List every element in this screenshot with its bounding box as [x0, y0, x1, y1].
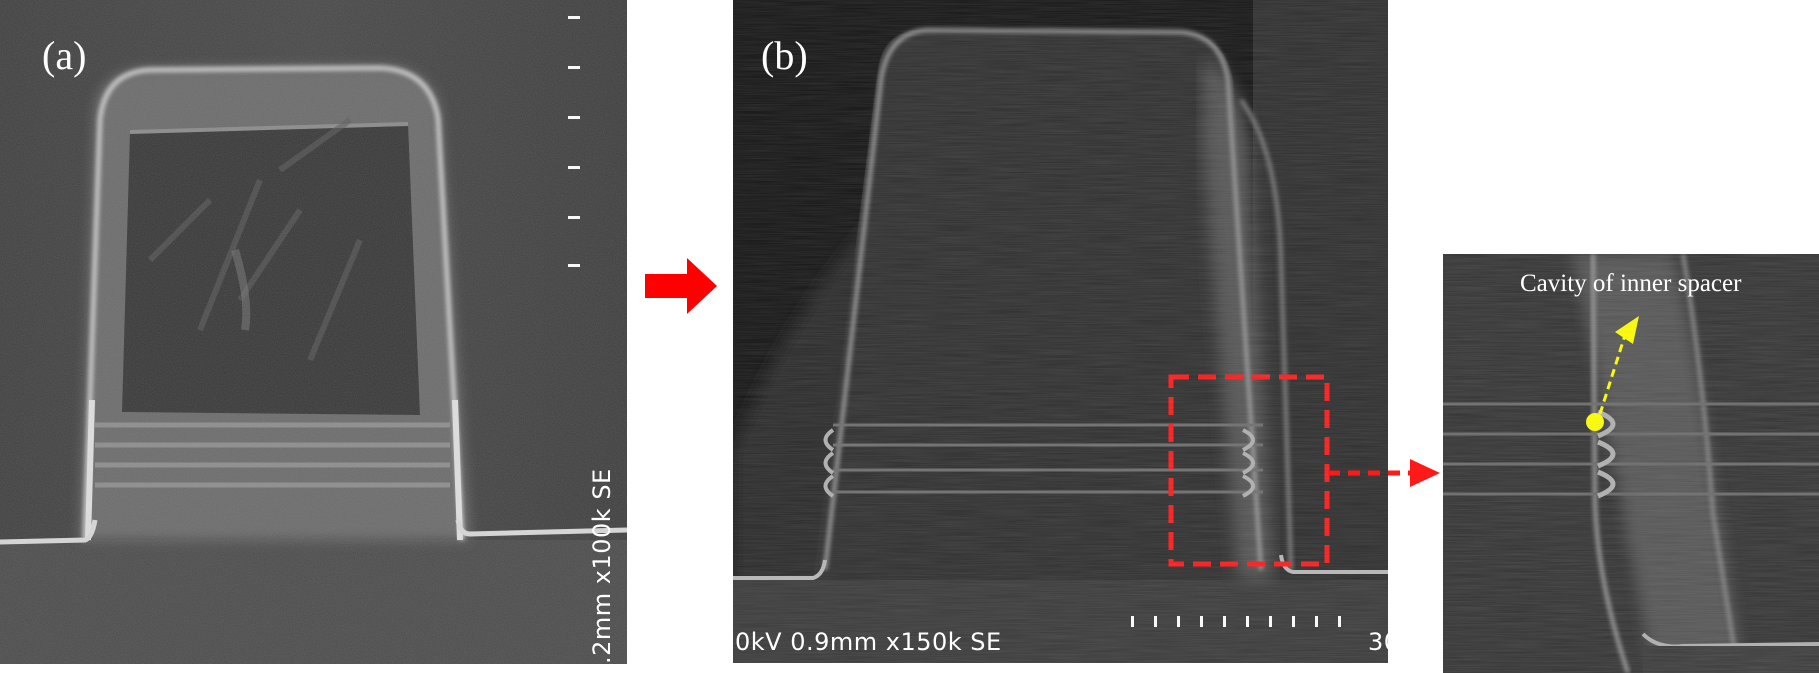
- sem-info-a: .2mm x100k SE: [588, 468, 616, 664]
- dashed-arrow-icon: [1328, 455, 1440, 491]
- sem-image-panel-b: (b) 0kV 0.9mm x150k SE 30: [733, 0, 1388, 663]
- panel-label-b: (b): [761, 33, 808, 78]
- sem-image-a: [0, 0, 627, 664]
- sem-image-panel-a: (a) .2mm x100k SE: [0, 0, 627, 664]
- sem-zoom-image: [1443, 254, 1819, 673]
- sem-info-b: 0kV 0.9mm x150k SE: [735, 628, 1002, 656]
- sem-zoom-panel: Cavity of inner spacer: [1443, 254, 1819, 673]
- cavity-annotation: Cavity of inner spacer: [1520, 270, 1742, 297]
- sem-image-b: [733, 0, 1388, 663]
- panel-label-a: (a): [42, 33, 87, 78]
- right-arrow-icon: [645, 258, 717, 314]
- scale-tail-b: 30: [1368, 628, 1388, 656]
